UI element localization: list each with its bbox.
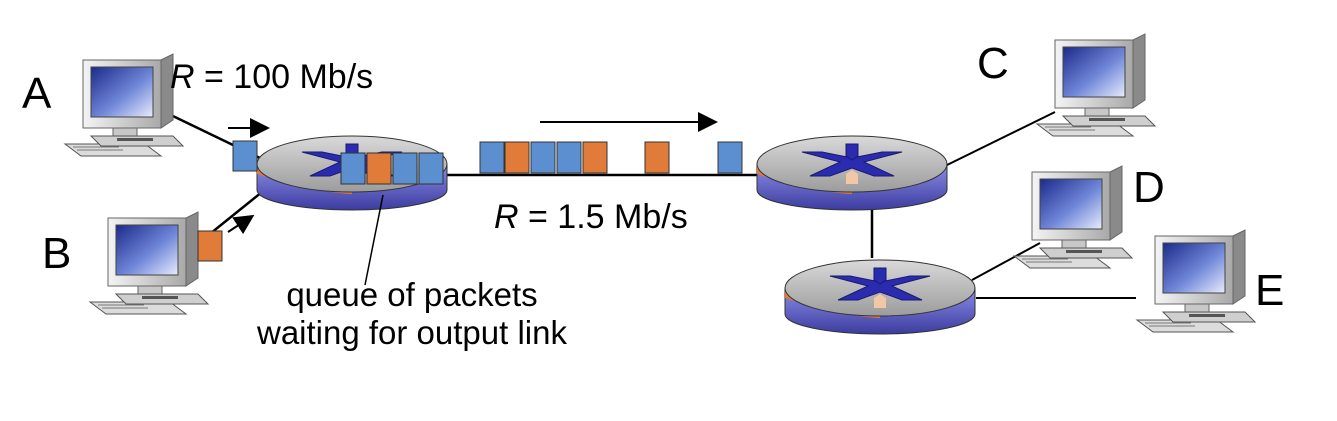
router-icon	[756, 135, 948, 211]
bottleneck-rate-label: R = 1.5 Mb/s	[494, 198, 688, 236]
host-label-a: A	[22, 69, 52, 118]
bottleneck-rate-var: R	[494, 198, 519, 236]
queue-caption-line1: queue of packets	[286, 276, 537, 313]
computer-icon	[1013, 165, 1133, 269]
access-rate-value: = 100 Mb/s	[195, 58, 374, 96]
packet-from-a	[717, 141, 743, 174]
packet-from-a	[530, 141, 556, 174]
access-rate-label: R = 100 Mb/s	[170, 58, 373, 96]
packet-from-a	[479, 141, 505, 174]
bottleneck-rate-value: = 1.5 Mb/s	[519, 198, 688, 236]
packets	[197, 140, 743, 262]
packet-from-b	[197, 230, 223, 262]
packet-from-a	[418, 152, 444, 185]
host-label-d: D	[1133, 163, 1165, 212]
host-label-c: C	[977, 39, 1009, 88]
packet-from-b	[366, 152, 392, 185]
router-icon	[784, 259, 976, 335]
packet-from-b	[504, 141, 530, 174]
host-label-b: B	[42, 229, 71, 278]
packet-from-b	[644, 141, 670, 174]
link-router2-c	[944, 111, 1056, 167]
computer-icon	[1136, 229, 1256, 333]
packet-from-a	[340, 152, 366, 185]
packet-from-a	[232, 140, 258, 172]
packet-from-b	[582, 141, 608, 174]
queue-pointer	[364, 194, 384, 286]
computer-icon	[89, 211, 209, 315]
arrow-icon	[227, 214, 255, 235]
link-router3-d	[971, 242, 1041, 281]
packet-from-a	[556, 141, 582, 174]
host-label-e: E	[1255, 266, 1284, 315]
computer-icon	[1036, 33, 1156, 137]
computer-icon	[64, 53, 184, 157]
queue-caption-line2: waiting for output link	[256, 314, 568, 351]
packet-from-a	[392, 152, 418, 185]
access-rate-var: R	[170, 58, 195, 96]
